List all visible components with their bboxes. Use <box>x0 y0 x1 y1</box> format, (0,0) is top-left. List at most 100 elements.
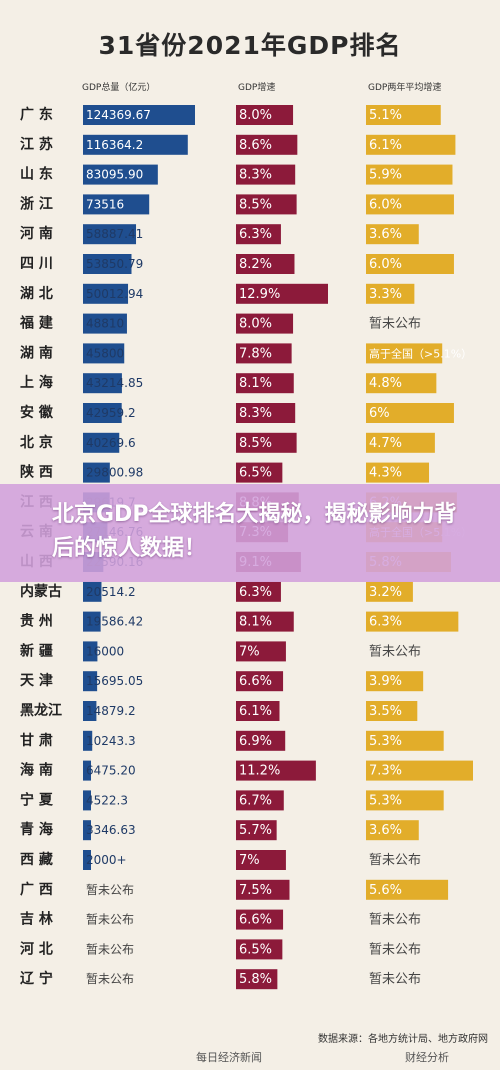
avg-growth-bar <box>366 820 419 841</box>
growth-value-label: 8.5% <box>239 197 272 212</box>
gdp-bar <box>83 134 188 155</box>
gdp-bar <box>83 850 91 870</box>
gdp-value-label: 暂未公布 <box>86 913 134 927</box>
gdp-value-label: 50012.94 <box>86 287 143 301</box>
province-label: 北 京 <box>20 434 53 451</box>
province-label: 新 疆 <box>20 642 53 659</box>
avg-growth-value-label: 4.8% <box>369 376 402 391</box>
avg-growth-value-label: 3.5% <box>369 704 402 719</box>
growth-value-label: 8.2% <box>239 257 272 272</box>
avg-growth-value-label: 3.6% <box>369 823 402 838</box>
province-label: 湖 南 <box>20 344 53 361</box>
growth-value-label: 6.6% <box>239 674 272 689</box>
growth-value-label: 6.9% <box>239 734 272 749</box>
growth-bar <box>236 373 294 394</box>
growth-bar <box>236 403 296 423</box>
growth-value-label: 6.7% <box>239 793 272 808</box>
gdp-value-label: 124369.67 <box>86 108 151 122</box>
gdp-value-label: 19586.42 <box>86 615 143 629</box>
gdp-bar <box>83 701 97 721</box>
growth-value-label: 11.2% <box>239 764 280 779</box>
growth-value-label: 8.3% <box>239 406 272 421</box>
gdp-value-label: 29800.98 <box>86 466 143 480</box>
avg-growth-bar <box>366 134 456 155</box>
province-label: 上 海 <box>20 374 53 391</box>
growth-value-label: 8.1% <box>239 376 272 391</box>
growth-value-label: 8.1% <box>239 615 272 630</box>
growth-value-label: 6.5% <box>239 942 272 957</box>
avg-growth-bar <box>366 790 444 811</box>
avg-growth-value-label: 暂未公布 <box>369 644 421 659</box>
province-label: 贵 州 <box>20 613 53 630</box>
avg-growth-value-label: 6.1% <box>369 138 402 153</box>
avg-growth-bar <box>366 164 453 185</box>
growth-bar <box>236 283 328 304</box>
gdp-value-label: 20514.2 <box>86 585 136 599</box>
growth-bar <box>236 939 283 960</box>
column-header: GDP增速 <box>238 81 275 93</box>
gdp-bar <box>83 730 93 751</box>
growth-value-label: 12.9% <box>239 287 280 302</box>
avg-growth-bar <box>366 194 454 215</box>
headline-banner[interactable] <box>0 484 500 582</box>
province-label: 广 东 <box>20 106 53 123</box>
growth-value-label: 8.5% <box>239 436 272 451</box>
growth-bar <box>236 105 294 125</box>
growth-value-label: 7.8% <box>239 346 272 361</box>
gdp-bar <box>83 611 101 632</box>
gdp-bar <box>83 105 195 125</box>
growth-bar <box>236 343 292 364</box>
gdp-value-label: 2000+ <box>86 853 127 867</box>
avg-growth-value-label: 5.6% <box>369 883 402 898</box>
gdp-value-label: 40269.6 <box>86 436 136 450</box>
gdp-bar <box>83 343 125 364</box>
growth-value-label: 7.5% <box>239 883 272 898</box>
watermark-right: 财经分析 <box>405 1051 449 1064</box>
gdp-bar <box>83 820 91 841</box>
growth-bar <box>236 164 296 185</box>
growth-bar <box>236 313 294 334</box>
growth-value-label: 8.6% <box>239 138 272 153</box>
avg-growth-value-label: 高于全国（>5.1%） <box>369 346 472 360</box>
province-label: 安 徽 <box>20 404 54 421</box>
growth-bar <box>236 254 295 274</box>
gdp-bar <box>83 790 91 811</box>
growth-value-label: 7% <box>239 644 260 659</box>
data-source-note: 数据来源：各地方统计局、地方政府网 <box>318 1034 488 1045</box>
gdp-bar <box>83 462 110 483</box>
growth-value-label: 6.3% <box>239 227 272 242</box>
province-label: 江 苏 <box>20 136 53 153</box>
growth-bar <box>236 134 298 155</box>
gdp-value-label: 16000 <box>86 644 124 658</box>
growth-bar <box>236 909 284 930</box>
province-label: 广 西 <box>20 881 53 898</box>
gdp-value-label: 116364.2 <box>86 138 143 152</box>
gdp-value-label: 6475.20 <box>86 764 136 778</box>
avg-growth-bar <box>366 611 459 632</box>
avg-growth-value-label: 6.0% <box>369 257 402 272</box>
growth-bar <box>236 820 277 841</box>
province-label: 四 川 <box>20 256 53 272</box>
province-label: 宁 夏 <box>20 791 54 808</box>
gdp-value-label: 42959.2 <box>86 406 136 420</box>
growth-value-label: 8.3% <box>239 168 272 183</box>
gdp-value-label: 15695.05 <box>86 674 143 688</box>
gdp-bar <box>83 432 120 453</box>
growth-bar <box>236 462 283 483</box>
avg-growth-bar <box>366 730 444 751</box>
province-label: 海 南 <box>20 762 53 779</box>
avg-growth-bar <box>366 373 437 394</box>
column-header: GDP两年平均增速 <box>368 81 441 93</box>
gdp-bar <box>83 164 158 185</box>
growth-bar <box>236 969 278 990</box>
avg-growth-value-label: 4.7% <box>369 436 402 451</box>
headline-text[interactable]: 北京GDP全球排名大揭秘，揭秘影响力背后的惊人数据！ <box>52 502 457 561</box>
gdp-bar <box>83 254 132 274</box>
avg-growth-bar <box>366 224 419 245</box>
province-label: 辽 宁 <box>20 970 53 987</box>
gdp-value-label: 14879.2 <box>86 704 136 718</box>
province-label: 河 北 <box>20 940 53 957</box>
avg-growth-bar <box>366 701 418 721</box>
growth-bar <box>236 432 297 453</box>
gdp-value-label: 暂未公布 <box>86 883 134 897</box>
